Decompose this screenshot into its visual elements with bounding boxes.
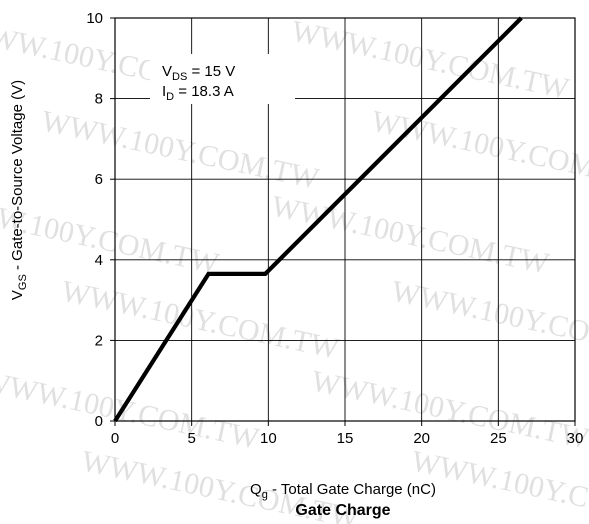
series-line bbox=[113, 16, 523, 423]
y-tick-labels: 0 2 4 6 8 10 bbox=[86, 10, 103, 430]
watermark-text: WWW.100Y.COM.TW bbox=[369, 105, 589, 196]
watermark-text: WWW.100Y.COM.TW bbox=[269, 190, 553, 281]
watermark-text: WWW.100Y.COM.TW bbox=[289, 15, 573, 106]
x-tick-label: 30 bbox=[567, 430, 584, 447]
annotation-box bbox=[150, 54, 295, 104]
chart-title: Gate Charge bbox=[295, 502, 390, 519]
x-axis-label: Qg - Total Gate Charge (nC) bbox=[250, 481, 436, 501]
x-tick-label: 15 bbox=[337, 430, 354, 447]
x-tick-label: 25 bbox=[490, 430, 507, 447]
watermark-text: WWW.100Y.COM.TW bbox=[0, 190, 222, 281]
x-tick-label: 20 bbox=[413, 430, 430, 447]
watermark-text: WWW.100Y.COM.TW bbox=[389, 275, 589, 366]
plot-frame bbox=[114, 17, 576, 422]
series-layer bbox=[113, 16, 523, 423]
x-tick-label: 5 bbox=[187, 430, 195, 447]
y-tick-label: 2 bbox=[95, 332, 103, 349]
annotation-vds: VDS = 15 V bbox=[162, 63, 235, 83]
y-tick-label: 8 bbox=[95, 91, 103, 108]
watermark-text: WWW.100Y.COM.TW bbox=[0, 365, 262, 456]
watermark-text: WWW.100Y.COM.TW bbox=[39, 105, 323, 196]
y-tick-label: 4 bbox=[95, 252, 103, 269]
y-axis-label: VGS - Gate-to-Source Voltage (V) bbox=[9, 80, 29, 300]
y-tick-label: 6 bbox=[95, 171, 103, 188]
annotation-id: ID = 18.3 A bbox=[162, 83, 234, 103]
x-tick-label: 0 bbox=[111, 430, 119, 447]
x-tick-labels: 0 5 10 15 20 25 30 bbox=[111, 430, 584, 447]
x-tick-label: 10 bbox=[260, 430, 277, 447]
y-tick-label: 0 bbox=[95, 413, 103, 430]
y-tick-label: 10 bbox=[86, 10, 103, 27]
